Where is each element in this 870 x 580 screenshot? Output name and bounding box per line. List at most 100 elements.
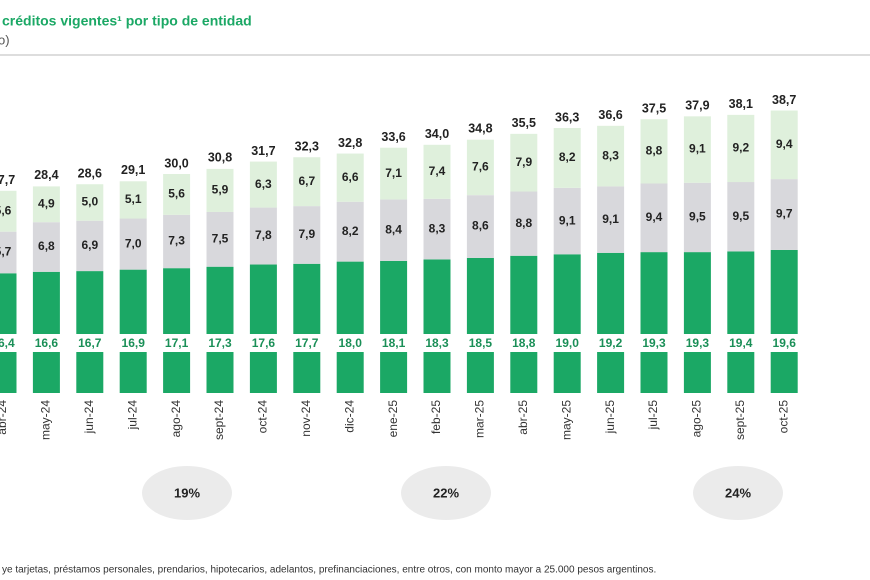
x-tick-label: mar-25: [473, 400, 487, 438]
bar-segment: [727, 114, 755, 183]
annotation: 24%: [725, 485, 751, 500]
total-label: 32,3: [295, 140, 319, 154]
label-box: [74, 334, 105, 352]
bar-segment: [683, 116, 711, 183]
bar-segment: [683, 252, 711, 393]
bar-segment: [336, 261, 364, 393]
value-label: 6,8: [38, 239, 55, 253]
label-box: [31, 334, 62, 352]
total-label: 28,4: [34, 168, 58, 182]
bar-segment: [0, 273, 17, 393]
x-tick-label: ene-25: [386, 400, 400, 438]
value-label: 7,0: [125, 236, 142, 250]
chart-title: créditos vigentes¹ por tipo de entidad: [2, 13, 252, 29]
value-label: 6,9: [81, 238, 98, 252]
footnote: ye tarjetas, préstamos personales, prend…: [2, 565, 656, 576]
bar-segment: [0, 190, 17, 232]
value-label: 8,3: [602, 148, 619, 162]
total-label: 36,6: [598, 108, 622, 122]
bar-segment: [553, 187, 581, 255]
bar-segment: [293, 263, 321, 393]
bar-segment: [206, 211, 234, 267]
x-tick-label: jul-24: [125, 400, 139, 431]
value-label: 18,3: [425, 336, 449, 350]
total-label: 38,1: [729, 97, 753, 111]
bar-segment: [119, 269, 147, 393]
bar-segment: [336, 153, 364, 202]
bar-segment: [466, 257, 494, 393]
label-box: [725, 334, 756, 352]
bar-segment: [249, 207, 277, 265]
label-box: [161, 334, 192, 352]
label-box: [769, 334, 800, 352]
label-box: [682, 334, 713, 352]
bar-segment: [76, 220, 104, 272]
bar-segment: [597, 186, 625, 253]
x-tick-label: jun-25: [603, 400, 617, 435]
label-box: [0, 334, 18, 352]
value-label: 7,8: [255, 228, 272, 242]
bar-segment: [249, 264, 277, 393]
bar-segment: [163, 174, 191, 215]
label-box: [205, 334, 235, 352]
bar-segment: [683, 182, 711, 253]
bar-segment: [380, 199, 408, 261]
value-label: 5,6: [0, 203, 12, 217]
value-label: 7,6: [472, 160, 489, 174]
value-label: 16,6: [35, 336, 59, 350]
value-label: 8,2: [559, 150, 576, 164]
value-label: 17,1: [165, 336, 189, 350]
total-label: 33,6: [381, 130, 405, 144]
label-box: [508, 334, 539, 352]
label-box: [422, 334, 452, 352]
bar-segment: [510, 191, 538, 256]
value-label: 19,3: [642, 336, 666, 350]
total-label: 34,8: [468, 121, 492, 135]
value-label: 5,7: [0, 245, 12, 259]
bar-segment: [640, 183, 668, 253]
value-label: 5,0: [81, 195, 98, 209]
x-tick-label: feb-25: [429, 400, 443, 434]
value-label: 6,7: [298, 174, 315, 188]
x-tick-label: ago-24: [169, 400, 183, 438]
annotation-bubble: [401, 466, 491, 520]
bar-segment: [510, 133, 538, 192]
total-label: 37,9: [685, 99, 709, 113]
x-tick-label: jul-25: [646, 400, 660, 431]
total-label: 31,7: [251, 144, 275, 158]
bar-segment: [727, 182, 755, 252]
x-tick-label: dic-24: [342, 400, 356, 433]
bar-segment: [553, 128, 581, 188]
bar-segment: [76, 271, 104, 393]
value-label: 5,9: [212, 183, 229, 197]
value-label: 8,8: [646, 144, 663, 158]
value-label: 9,2: [732, 141, 749, 155]
bar-segment: [76, 184, 104, 221]
label-box: [118, 334, 149, 352]
value-label: 17,7: [295, 336, 319, 350]
value-label: 18,5: [469, 336, 493, 350]
value-label: 18,8: [512, 336, 536, 350]
value-label: 19,6: [773, 336, 797, 350]
value-label: 7,3: [168, 234, 185, 248]
label-box: [595, 334, 626, 352]
bar-segment: [770, 110, 798, 180]
value-label: 8,3: [429, 221, 446, 235]
x-tick-label: nov-24: [299, 400, 313, 437]
annotation: 22%: [433, 485, 459, 500]
x-tick-label: sept-24: [212, 400, 226, 440]
bar-segment: [163, 268, 191, 393]
total-label: 37,5: [642, 102, 666, 116]
total-label: 38,7: [772, 93, 796, 107]
value-label: 9,5: [689, 210, 706, 224]
x-tick-label: oct-25: [776, 400, 790, 434]
bar-segment: [597, 125, 625, 187]
value-label: 19,4: [729, 336, 753, 350]
label-box: [639, 334, 669, 352]
value-label: 18,0: [339, 336, 363, 350]
bar-segment: [553, 254, 581, 393]
annotation-bubble: [693, 466, 783, 520]
label-box: [465, 334, 496, 352]
label-box: [552, 334, 583, 352]
bar-segment: [206, 168, 234, 212]
